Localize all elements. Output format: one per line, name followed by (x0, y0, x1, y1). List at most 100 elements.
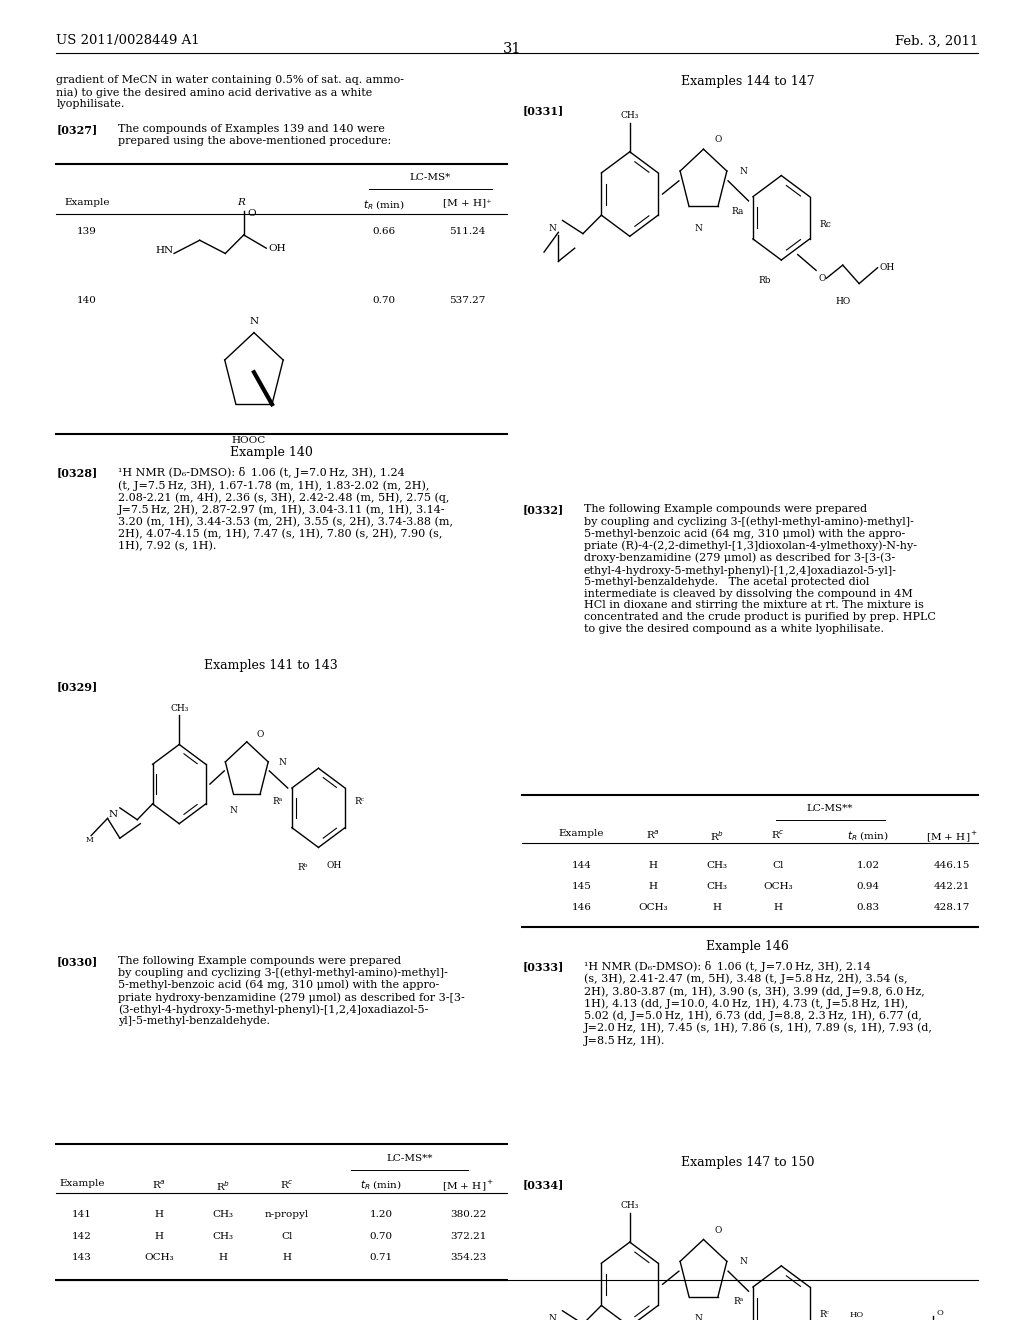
Text: N: N (109, 810, 118, 818)
Text: O: O (937, 1309, 943, 1317)
Text: CH₃: CH₃ (621, 1201, 639, 1210)
Text: OCH₃: OCH₃ (764, 882, 793, 891)
Text: ¹H NMR (D₆-DMSO): δ 1.06 (t, J=7.0 Hz, 3H), 1.24
(t, J=7.5 Hz, 3H), 1.67-1.78 (m: ¹H NMR (D₆-DMSO): δ 1.06 (t, J=7.0 Hz, 3… (118, 467, 453, 552)
Text: H: H (155, 1210, 163, 1220)
Text: 428.17: 428.17 (934, 903, 971, 912)
Text: R$^c$: R$^c$ (280, 1179, 294, 1191)
Text: N: N (694, 223, 702, 232)
Text: [0332]: [0332] (522, 504, 563, 515)
Text: N: N (739, 1257, 746, 1266)
Text: 1.02: 1.02 (857, 861, 880, 870)
Text: 143: 143 (72, 1253, 92, 1262)
Text: 511.24: 511.24 (449, 227, 485, 236)
Text: CH₃: CH₃ (170, 704, 188, 713)
Text: [0329]: [0329] (56, 681, 97, 692)
Text: [0328]: [0328] (56, 467, 97, 478)
Text: OH: OH (327, 861, 341, 870)
Text: R$^c$: R$^c$ (771, 829, 785, 841)
Text: 146: 146 (571, 903, 592, 912)
Text: R$^b$: R$^b$ (216, 1179, 230, 1192)
Text: Rᵇ: Rᵇ (298, 863, 308, 873)
Text: R$^a$: R$^a$ (646, 829, 660, 841)
Text: HN: HN (156, 247, 174, 255)
Text: 141: 141 (72, 1210, 92, 1220)
Text: H: H (649, 882, 657, 891)
Text: H: H (649, 861, 657, 870)
Text: [0334]: [0334] (522, 1179, 563, 1189)
Text: 144: 144 (571, 861, 592, 870)
Text: N: N (739, 166, 746, 176)
Text: Example: Example (559, 829, 604, 838)
Text: Example: Example (59, 1179, 104, 1188)
Text: Rc: Rc (819, 220, 831, 228)
Text: O: O (257, 730, 264, 739)
Text: CH₃: CH₃ (707, 882, 727, 891)
Text: 1.20: 1.20 (370, 1210, 392, 1220)
Text: R: R (237, 198, 245, 207)
Text: 442.21: 442.21 (934, 882, 971, 891)
Text: N: N (694, 1313, 702, 1320)
Text: 0.83: 0.83 (857, 903, 880, 912)
Text: O: O (715, 136, 722, 144)
Text: 145: 145 (571, 882, 592, 891)
Text: Cl: Cl (281, 1232, 293, 1241)
Text: OCH₃: OCH₃ (144, 1253, 173, 1262)
Text: The following Example compounds were prepared
by coupling and cyclizing 3-[(ethy: The following Example compounds were pre… (584, 504, 936, 634)
Text: Example: Example (65, 198, 110, 207)
Text: 537.27: 537.27 (449, 296, 485, 305)
Text: O: O (715, 1226, 722, 1234)
Text: OH: OH (880, 263, 895, 272)
Text: $t_R$ (min): $t_R$ (min) (364, 198, 404, 211)
Text: Feb. 3, 2011: Feb. 3, 2011 (895, 34, 978, 48)
Text: N: N (250, 317, 258, 326)
Text: LC-MS**: LC-MS** (386, 1154, 433, 1163)
Text: N: N (229, 805, 238, 814)
Text: H: H (713, 903, 721, 912)
Text: Rᶜ: Rᶜ (354, 797, 365, 805)
Text: 354.23: 354.23 (450, 1253, 486, 1262)
Text: CH₃: CH₃ (213, 1210, 233, 1220)
Text: LC-MS**: LC-MS** (806, 804, 853, 813)
Text: N: N (549, 224, 556, 232)
Text: Cl: Cl (772, 861, 784, 870)
Text: H: H (219, 1253, 227, 1262)
Text: 140: 140 (77, 296, 97, 305)
Text: Ra: Ra (731, 207, 743, 215)
Text: [0330]: [0330] (56, 956, 97, 966)
Text: HO: HO (850, 1311, 864, 1319)
Text: OCH₃: OCH₃ (639, 903, 668, 912)
Text: Rb: Rb (759, 276, 771, 285)
Text: n-propyl: n-propyl (264, 1210, 309, 1220)
Text: H: H (774, 903, 782, 912)
Text: Rᶜ: Rᶜ (819, 1311, 829, 1319)
Text: 380.22: 380.22 (450, 1210, 486, 1220)
Text: US 2011/0028449 A1: US 2011/0028449 A1 (56, 34, 200, 48)
Text: CH₃: CH₃ (621, 111, 639, 120)
Text: CH₃: CH₃ (213, 1232, 233, 1241)
Text: [0331]: [0331] (522, 106, 563, 116)
Text: 372.21: 372.21 (450, 1232, 486, 1241)
Text: $t_R$ (min): $t_R$ (min) (360, 1179, 401, 1192)
Text: Examples 141 to 143: Examples 141 to 143 (205, 659, 338, 672)
Text: Examples 144 to 147: Examples 144 to 147 (681, 75, 814, 88)
Text: 0.70: 0.70 (370, 1232, 392, 1241)
Text: Example 140: Example 140 (230, 446, 312, 459)
Text: [M + H]$^+$: [M + H]$^+$ (927, 829, 978, 843)
Text: R$^b$: R$^b$ (710, 829, 724, 842)
Text: [M + H]⁺: [M + H]⁺ (442, 198, 492, 207)
Text: [M + H]$^+$: [M + H]$^+$ (442, 1179, 494, 1193)
Text: O: O (818, 273, 825, 282)
Text: O: O (248, 210, 256, 218)
Text: R$^a$: R$^a$ (152, 1179, 166, 1191)
Text: The compounds of Examples 139 and 140 were
prepared using the above-mentioned pr: The compounds of Examples 139 and 140 we… (118, 124, 391, 145)
Text: HOOC: HOOC (231, 436, 266, 445)
Text: 0.66: 0.66 (373, 227, 395, 236)
Text: N: N (549, 1315, 556, 1320)
Text: H: H (155, 1232, 163, 1241)
Text: The following Example compounds were prepared
by coupling and cyclizing 3-[(ethy: The following Example compounds were pre… (118, 956, 465, 1027)
Text: 446.15: 446.15 (934, 861, 971, 870)
Text: Examples 147 to 150: Examples 147 to 150 (681, 1156, 814, 1170)
Text: $t_R$ (min): $t_R$ (min) (848, 829, 889, 842)
Text: 139: 139 (77, 227, 97, 236)
Text: Example 146: Example 146 (707, 940, 788, 953)
